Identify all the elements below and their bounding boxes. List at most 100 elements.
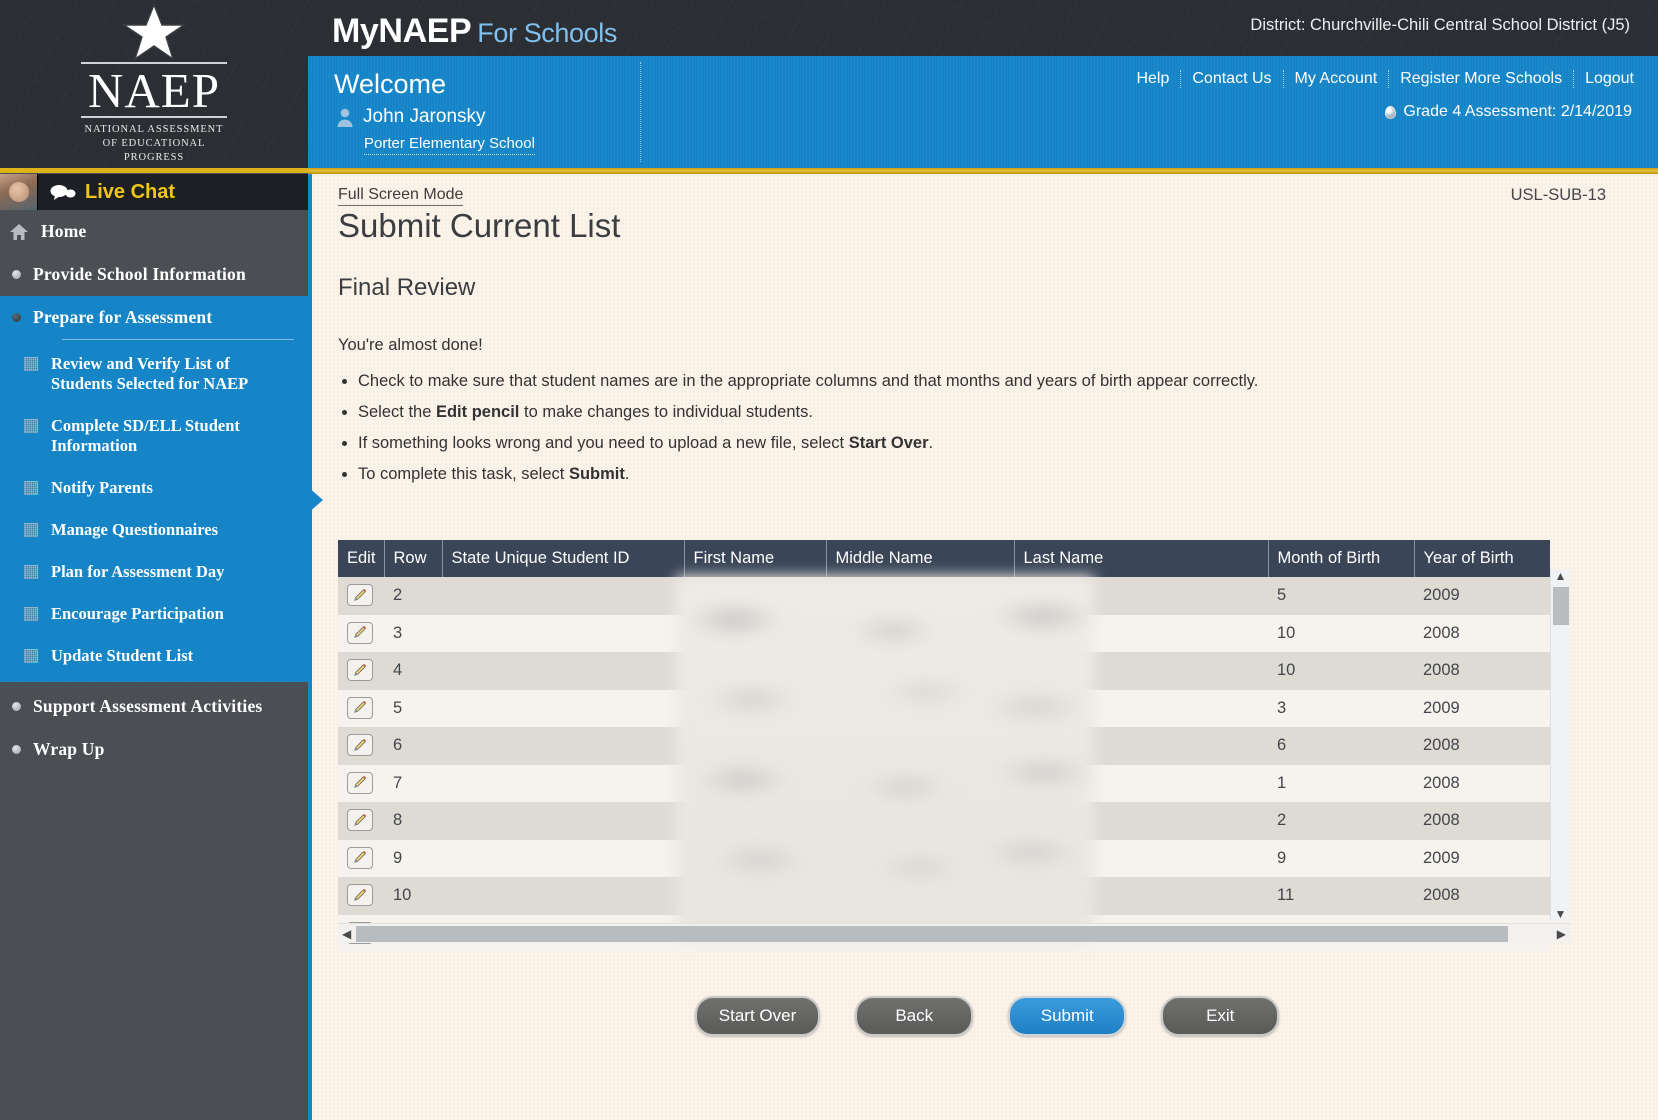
table-header-row: Edit Row State Unique Student ID First N… bbox=[338, 540, 1550, 577]
exit-button[interactable]: Exit bbox=[1161, 996, 1280, 1036]
sub-item-square-icon bbox=[24, 419, 38, 433]
list-item: Select the Edit pencil to make changes t… bbox=[358, 400, 1398, 424]
year-of-birth-cell: 2009 bbox=[1423, 698, 1460, 717]
back-button[interactable]: Back bbox=[855, 996, 974, 1036]
chat-bubble-icon bbox=[50, 185, 76, 200]
brand-main: MyNAEP bbox=[332, 12, 472, 50]
sidebar-item-notify-parents[interactable]: Notify Parents bbox=[0, 467, 308, 509]
sidebar-item-review-and-verify[interactable]: Review and Verify List of Students Selec… bbox=[0, 340, 308, 405]
vertical-scroll-thumb[interactable] bbox=[1553, 587, 1569, 625]
last-name-cell bbox=[1014, 577, 1268, 615]
edit-cell bbox=[338, 727, 384, 765]
user-name: John Jaronsky bbox=[363, 106, 486, 127]
row-number-cell: 9 bbox=[393, 848, 403, 867]
sidebar-item-wrap-up-label: Wrap Up bbox=[33, 739, 105, 759]
scroll-down-icon[interactable]: ▼ bbox=[1554, 907, 1567, 921]
welcome-band: Welcome John Jaronsky Porter Elementary … bbox=[308, 56, 1658, 168]
student-list-table-container: Edit Row State Unique Student ID First N… bbox=[338, 540, 1570, 952]
sidebar-item-update-student-list[interactable]: Update Student List bbox=[0, 635, 308, 682]
pencil-icon[interactable] bbox=[347, 659, 373, 681]
nav-link-register-more-schools[interactable]: Register More Schools bbox=[1389, 70, 1575, 88]
edit-cell bbox=[338, 652, 384, 690]
school-name-link[interactable]: Porter Elementary School bbox=[364, 135, 535, 155]
pencil-icon[interactable] bbox=[347, 809, 373, 831]
live-chat-bar[interactable]: Live Chat bbox=[0, 174, 308, 210]
scroll-up-icon[interactable]: ▲ bbox=[1554, 569, 1567, 583]
row-number-cell: 4 bbox=[393, 661, 403, 680]
horizontal-scroll-thumb[interactable] bbox=[356, 926, 1508, 942]
table-row: 8 2 2008 bbox=[338, 802, 1550, 840]
instruction-text-tail: to make changes to individual students. bbox=[519, 403, 813, 421]
month-of-birth-cell: 3 bbox=[1277, 698, 1287, 717]
column-header-student-id: State Unique Student ID bbox=[442, 540, 685, 577]
logo-subtitle-line1: NATIONAL ASSESSMENT bbox=[84, 124, 224, 135]
sidebar-item-encourage-participation[interactable]: Encourage Participation bbox=[0, 593, 308, 635]
list-item: If something looks wrong and you need to… bbox=[358, 431, 1398, 455]
pencil-icon[interactable] bbox=[347, 621, 373, 644]
brand-title: MyNAEP For Schools bbox=[332, 12, 617, 51]
student-id-cell bbox=[442, 877, 684, 915]
month-of-birth-cell: 6 bbox=[1277, 736, 1287, 755]
row-number-cell: 2 bbox=[393, 586, 403, 605]
last-name-cell bbox=[1014, 802, 1268, 840]
pencil-icon[interactable] bbox=[347, 884, 373, 906]
submit-button[interactable]: Submit bbox=[1008, 996, 1127, 1036]
table-row: 10 11 2008 bbox=[338, 877, 1550, 915]
pencil-icon[interactable] bbox=[347, 696, 373, 719]
live-chat-label: Live Chat bbox=[85, 180, 176, 203]
row-number-cell: 5 bbox=[393, 698, 403, 717]
sidebar-item-plan-for-assessment-day[interactable]: Plan for Assessment Day bbox=[0, 551, 308, 593]
pencil-icon[interactable] bbox=[347, 734, 373, 756]
sidebar-item-prepare-for-assessment[interactable]: Prepare for Assessment bbox=[0, 296, 308, 339]
nav-link-my-account[interactable]: My Account bbox=[1284, 70, 1390, 88]
welcome-title: Welcome bbox=[334, 69, 447, 99]
instruction-emphasis: Submit bbox=[568, 465, 625, 483]
last-name-cell bbox=[1014, 615, 1268, 653]
logo-subtitle-line2: OF EDUCATIONAL bbox=[102, 138, 206, 149]
instruction-list: Check to make sure that student names ar… bbox=[358, 369, 1398, 493]
sub-item-square-icon bbox=[24, 607, 38, 621]
column-header-row: Row bbox=[384, 540, 443, 577]
sidebar-item-manage-questionnaires[interactable]: Manage Questionnaires bbox=[0, 509, 308, 551]
full-screen-mode-link[interactable]: Full Screen Mode bbox=[338, 186, 464, 206]
student-id-cell bbox=[442, 577, 684, 615]
start-over-button[interactable]: Start Over bbox=[694, 996, 821, 1036]
nav-link-logout[interactable]: Logout bbox=[1585, 70, 1634, 87]
pencil-icon[interactable] bbox=[347, 771, 373, 794]
column-header-first-name: First Name bbox=[684, 540, 827, 577]
month-of-birth-cell: 1 bbox=[1277, 773, 1287, 792]
column-header-month-of-birth: Month of Birth bbox=[1268, 540, 1415, 577]
sidebar-item-provide-school-information[interactable]: Provide School Information bbox=[0, 253, 308, 296]
table-row: 3 10 2008 bbox=[338, 614, 1550, 653]
instruction-text: Check to make sure that student names ar… bbox=[358, 372, 1259, 390]
nav-link-help[interactable]: Help bbox=[1125, 70, 1182, 88]
middle-name-cell bbox=[826, 840, 1014, 878]
sidebar-item-wrap-up[interactable]: Wrap Up bbox=[0, 728, 308, 771]
last-name-cell bbox=[1014, 840, 1268, 878]
sidebar-item-home[interactable]: Home bbox=[0, 210, 308, 253]
sidebar-item-complete-sd-ell[interactable]: Complete SD/ELL Student Information bbox=[0, 405, 308, 467]
table-horizontal-scrollbar[interactable]: ◀ ▶ bbox=[338, 923, 1570, 943]
sub-item-square-icon bbox=[24, 523, 38, 537]
table-body: 2 5 2009 3 10 2008 4 10 2008 5 3 2009 6 6 2008 7 1 2008 8 2… bbox=[338, 577, 1550, 952]
pencil-icon[interactable] bbox=[347, 584, 373, 606]
year-of-birth-cell: 2008 bbox=[1423, 886, 1460, 905]
table-vertical-scrollbar[interactable]: ▲ ▼ bbox=[1550, 569, 1570, 921]
sidebar-item-encourage-participation-label: Encourage Participation bbox=[51, 604, 224, 623]
edit-cell bbox=[338, 877, 384, 915]
sidebar-item-home-label: Home bbox=[41, 221, 87, 241]
last-name-cell bbox=[1014, 877, 1268, 915]
scroll-left-icon[interactable]: ◀ bbox=[342, 926, 352, 941]
sidebar-item-support-assessment-activities[interactable]: Support Assessment Activities bbox=[0, 682, 308, 728]
sidebar-item-review-and-verify-label: Review and Verify List of Students Selec… bbox=[51, 354, 249, 393]
year-of-birth-cell: 2008 bbox=[1423, 773, 1460, 792]
bullet-icon bbox=[12, 270, 21, 279]
nav-link-contact-us[interactable]: Contact Us bbox=[1181, 70, 1284, 88]
list-item: Check to make sure that student names ar… bbox=[358, 369, 1398, 393]
scroll-right-icon[interactable]: ▶ bbox=[1556, 926, 1566, 941]
table-row: 9 9 2009 bbox=[338, 839, 1550, 878]
assessment-dot-icon bbox=[1385, 105, 1397, 119]
list-item: To complete this task, select Submit. bbox=[358, 462, 1398, 486]
pencil-icon[interactable] bbox=[347, 846, 373, 869]
sidebar-item-provide-school-information-label: Provide School Information bbox=[33, 264, 246, 284]
